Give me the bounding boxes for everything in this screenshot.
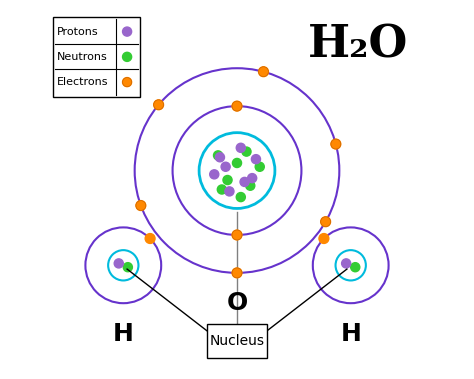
FancyBboxPatch shape bbox=[53, 17, 140, 97]
Text: H: H bbox=[340, 321, 361, 346]
Circle shape bbox=[342, 259, 351, 268]
Circle shape bbox=[232, 158, 242, 168]
Circle shape bbox=[123, 52, 132, 61]
Circle shape bbox=[123, 263, 132, 272]
Text: H: H bbox=[113, 321, 134, 346]
Circle shape bbox=[114, 259, 123, 268]
Text: O: O bbox=[227, 291, 247, 315]
Circle shape bbox=[210, 170, 219, 179]
Circle shape bbox=[242, 147, 251, 156]
Circle shape bbox=[225, 187, 234, 196]
Text: Neutrons: Neutrons bbox=[57, 52, 108, 62]
Circle shape bbox=[321, 217, 330, 227]
Circle shape bbox=[240, 177, 249, 186]
Circle shape bbox=[123, 78, 132, 87]
Circle shape bbox=[217, 185, 227, 194]
Circle shape bbox=[154, 100, 164, 110]
Circle shape bbox=[136, 200, 146, 210]
Circle shape bbox=[255, 162, 264, 171]
Circle shape bbox=[236, 143, 246, 152]
Circle shape bbox=[236, 193, 246, 202]
Circle shape bbox=[246, 181, 255, 190]
Circle shape bbox=[247, 174, 257, 183]
Circle shape bbox=[223, 175, 232, 185]
Circle shape bbox=[221, 162, 230, 171]
Circle shape bbox=[232, 268, 242, 278]
FancyBboxPatch shape bbox=[207, 324, 267, 358]
Circle shape bbox=[213, 151, 223, 160]
Circle shape bbox=[123, 27, 132, 36]
Circle shape bbox=[232, 101, 242, 111]
Text: H₂O: H₂O bbox=[308, 24, 409, 67]
Text: Protons: Protons bbox=[57, 27, 99, 37]
Circle shape bbox=[351, 263, 360, 272]
Text: Electrons: Electrons bbox=[57, 77, 109, 87]
Circle shape bbox=[145, 233, 155, 243]
Text: Nucleus: Nucleus bbox=[210, 334, 264, 348]
Circle shape bbox=[215, 153, 225, 162]
Circle shape bbox=[251, 155, 261, 164]
Circle shape bbox=[258, 67, 268, 77]
Circle shape bbox=[331, 139, 341, 149]
Circle shape bbox=[232, 230, 242, 240]
Circle shape bbox=[319, 233, 329, 243]
